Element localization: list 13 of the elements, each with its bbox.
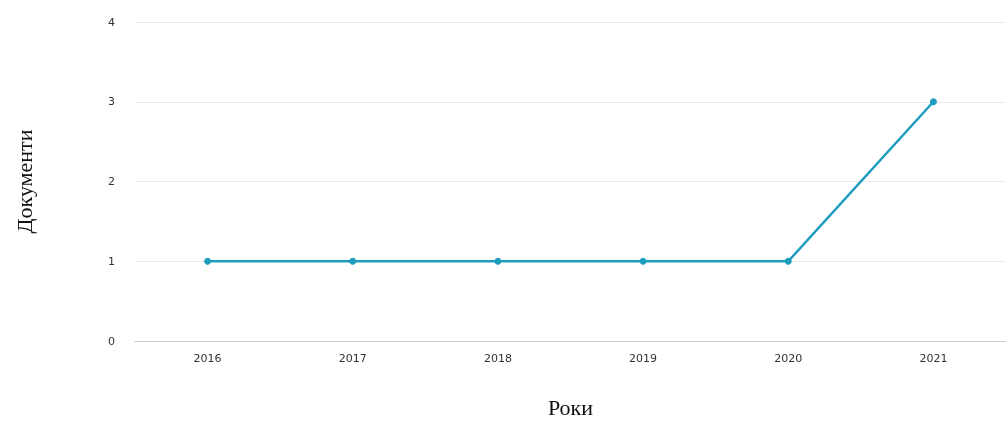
y-tick-label: 4 [108,15,115,29]
x-tick-label: 2018 [483,352,512,365]
y-tick-label: 1 [108,254,115,268]
x-tick-label: 2020 [774,352,803,365]
y-tick-label: 0 [108,334,115,348]
x-axis-title: Роки [547,394,594,420]
x-tick-label: 2016 [193,352,222,365]
x-tick-label: 2021 [919,352,948,365]
y-tick-label: 2 [108,175,115,188]
x-tick-label: 2019 [629,352,658,365]
y-tick-label: 3 [108,95,115,109]
x-tick-label: 2017 [338,352,367,365]
y-axis-title: Документи [11,129,37,234]
